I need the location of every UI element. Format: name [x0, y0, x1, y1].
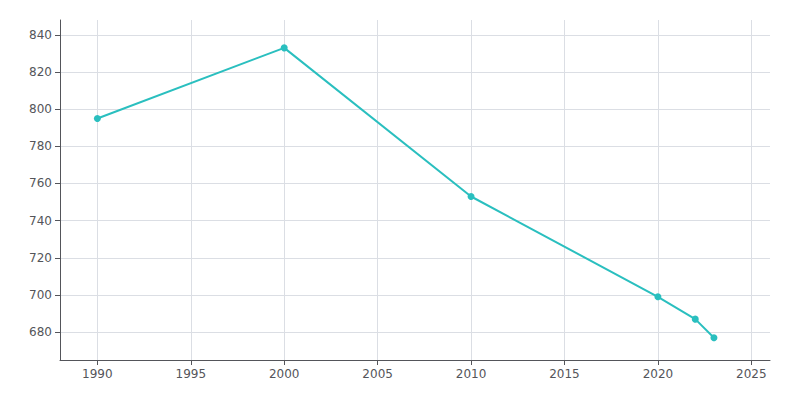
- svg-text:820: 820: [29, 65, 52, 79]
- svg-text:1990: 1990: [82, 367, 113, 381]
- svg-text:760: 760: [29, 176, 52, 190]
- svg-text:2020: 2020: [643, 367, 674, 381]
- svg-text:2005: 2005: [362, 367, 393, 381]
- svg-text:700: 700: [29, 288, 52, 302]
- svg-text:2010: 2010: [456, 367, 487, 381]
- svg-text:840: 840: [29, 28, 52, 42]
- svg-text:2000: 2000: [269, 367, 300, 381]
- svg-text:680: 680: [29, 325, 52, 339]
- svg-text:740: 740: [29, 214, 52, 228]
- svg-text:780: 780: [29, 139, 52, 153]
- svg-text:1995: 1995: [176, 367, 207, 381]
- svg-text:2015: 2015: [549, 367, 580, 381]
- svg-text:800: 800: [29, 102, 52, 116]
- svg-text:2025: 2025: [736, 367, 767, 381]
- svg-text:720: 720: [29, 251, 52, 265]
